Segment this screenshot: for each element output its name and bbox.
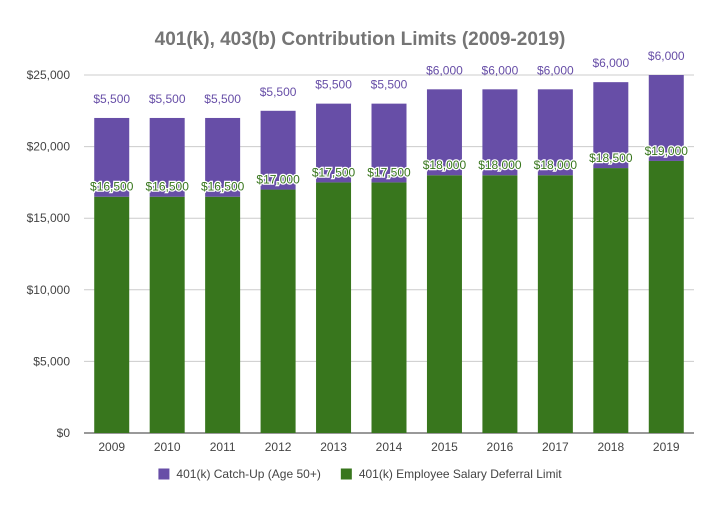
bars — [94, 75, 684, 434]
bar-catchup — [371, 103, 407, 183]
bar-catchup — [648, 75, 684, 161]
data-label-catchup: $5,500 — [93, 92, 130, 106]
bar-catchup — [149, 117, 185, 197]
x-tick-label: 2017 — [542, 440, 569, 454]
y-tick-label: $0 — [57, 426, 71, 440]
x-tick-label: 2010 — [154, 440, 181, 454]
bar-catchup — [593, 82, 629, 169]
bar-deferral — [593, 168, 629, 433]
data-label-catchup: $5,500 — [371, 78, 408, 92]
bar-deferral — [537, 175, 573, 434]
bar-deferral — [260, 189, 296, 433]
legend: 401(k) Catch-Up (Age 50+) 401(k) Employee… — [158, 467, 562, 481]
y-axis: $0 $5,000 $10,000 $15,000 $20,000 $25,000 — [27, 68, 71, 440]
data-label-deferral: $16,500 — [201, 180, 245, 194]
legend-label: 401(k) Catch-Up (Age 50+) — [176, 467, 320, 481]
bar-deferral — [205, 196, 241, 433]
data-label-deferral: $16,500 — [145, 180, 189, 194]
data-label-deferral: $17,000 — [256, 173, 300, 187]
x-tick-label: 2013 — [320, 440, 347, 454]
x-tick-label: 2015 — [431, 440, 458, 454]
bar-catchup — [205, 117, 241, 197]
data-label-catchup: $5,500 — [260, 85, 297, 99]
data-label-deferral: $17,500 — [312, 165, 356, 179]
legend-swatch — [340, 468, 352, 480]
y-tick-label: $15,000 — [27, 211, 71, 225]
data-label-deferral: $19,000 — [645, 144, 689, 158]
x-tick-label: 2012 — [265, 440, 292, 454]
bar-catchup — [426, 89, 462, 176]
data-label-catchup: $6,000 — [592, 56, 629, 70]
bar-catchup — [260, 110, 296, 190]
bar-catchup — [482, 89, 518, 176]
data-label-deferral: $16,500 — [90, 180, 134, 194]
x-tick-label: 2009 — [98, 440, 125, 454]
x-tick-label: 2011 — [210, 440, 236, 454]
legend-label: 401(k) Employee Salary Deferral Limit — [359, 467, 562, 481]
y-tick-label: $10,000 — [27, 283, 71, 297]
x-tick-label: 2016 — [487, 440, 514, 454]
data-label-catchup: $5,500 — [149, 92, 186, 106]
y-tick-label: $25,000 — [27, 68, 71, 82]
bar-deferral — [482, 175, 518, 434]
y-tick-label: $20,000 — [27, 140, 71, 154]
data-label-catchup: $6,000 — [426, 63, 463, 77]
x-axis: 2009 2010 2011 2012 2013 2014 2015 2016 2017 2018… — [98, 440, 680, 454]
legend-swatch — [158, 468, 170, 480]
data-label-deferral: $18,500 — [589, 151, 633, 165]
data-label-deferral: $17,500 — [367, 165, 411, 179]
chart-title: 401(k), 403(b) Contribution Limits (2009… — [155, 29, 566, 50]
data-labels: $16,500 $5,500 $16,500 $5,500 $16,500 $5,500 $… — [89, 49, 690, 195]
data-label-catchup: $6,000 — [537, 63, 574, 77]
data-label-deferral: $18,000 — [534, 158, 578, 172]
bar-catchup — [537, 89, 573, 176]
x-tick-label: 2014 — [376, 440, 403, 454]
bar-deferral — [371, 182, 407, 433]
bar-deferral — [149, 196, 185, 433]
bar-deferral — [648, 160, 684, 434]
data-label-deferral: $18,000 — [478, 158, 522, 172]
data-label-catchup: $5,500 — [315, 78, 352, 92]
x-tick-label: 2019 — [653, 440, 680, 454]
bar-catchup — [316, 103, 352, 183]
bar-deferral — [426, 175, 462, 434]
data-label-catchup: $5,500 — [204, 92, 241, 106]
bar-deferral — [316, 182, 352, 433]
data-label-deferral: $18,000 — [423, 158, 467, 172]
bar-catchup — [94, 117, 130, 197]
y-tick-label: $5,000 — [33, 354, 70, 368]
data-label-catchup: $6,000 — [482, 63, 519, 77]
data-label-catchup: $6,000 — [648, 49, 685, 63]
bar-deferral — [94, 196, 130, 433]
x-tick-label: 2018 — [597, 440, 624, 454]
